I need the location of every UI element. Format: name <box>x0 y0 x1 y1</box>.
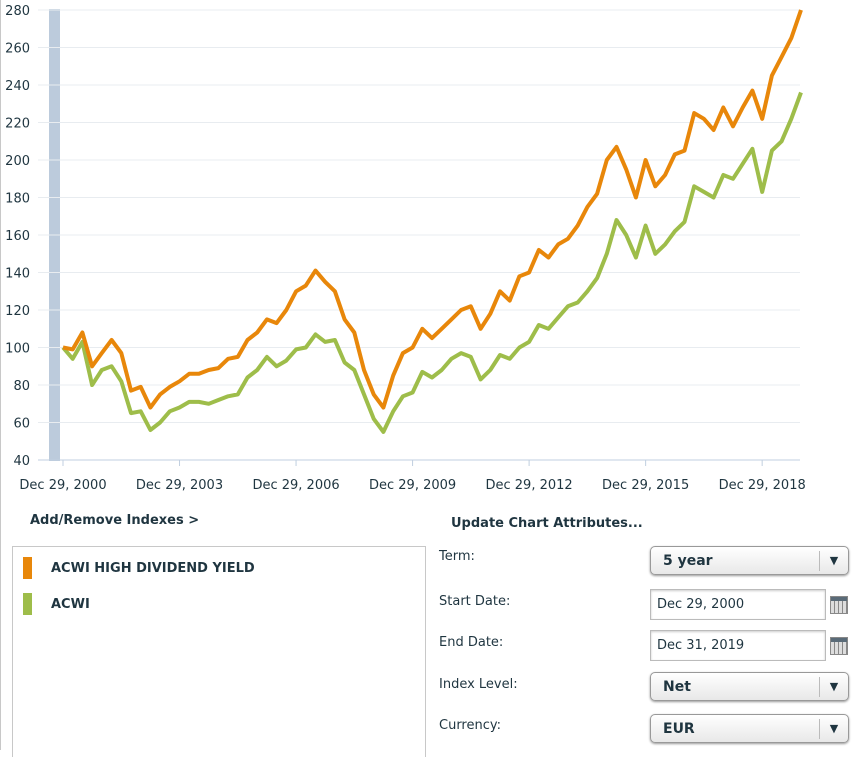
x-tick-label: Dec 29, 2006 <box>252 478 339 493</box>
y-tick-label: 240 <box>5 79 30 94</box>
index-level-value: Net <box>663 679 691 695</box>
x-tick-label: Dec 29, 2015 <box>602 478 689 493</box>
calendar-icon[interactable] <box>830 596 848 614</box>
term-label: Term: <box>439 549 475 564</box>
y-tick-label: 260 <box>5 42 30 57</box>
update-chart-title: Update Chart Attributes... <box>451 516 643 531</box>
start-date-label: Start Date: <box>439 594 511 609</box>
x-tick-label: Dec 29, 2018 <box>719 478 806 493</box>
y-tick-label: 140 <box>5 267 30 282</box>
index-level-select[interactable]: Net ▼ <box>650 672 849 701</box>
currency-label: Currency: <box>439 718 502 733</box>
dropdown-arrow-icon: ▼ <box>819 677 848 697</box>
line-chart: 40 60 80 100 120 140 160 180 200 220 240 260 280 Dec … <box>5 4 806 493</box>
term-select[interactable]: 5 year ▼ <box>650 546 849 575</box>
legend-label: ACWI HIGH DIVIDEND YIELD <box>51 560 255 576</box>
series-line-acwi <box>61 91 803 434</box>
y-tick-label: 120 <box>5 304 30 319</box>
y-tick-label: 180 <box>5 192 30 207</box>
start-date-input[interactable]: Dec 29, 2000 <box>650 589 826 620</box>
y-tick-label: 80 <box>13 379 30 394</box>
x-tick-label: Dec 29, 2012 <box>486 478 573 493</box>
dropdown-arrow-icon: ▼ <box>819 719 848 739</box>
y-tick-label: 200 <box>5 154 30 169</box>
currency-value: EUR <box>663 721 695 737</box>
x-tick-label: Dec 29, 2009 <box>369 478 456 493</box>
y-tick-label: 40 <box>13 454 30 469</box>
term-value: 5 year <box>663 553 713 569</box>
series-line-hdy <box>62 9 803 410</box>
end-date-label: End Date: <box>439 635 504 650</box>
end-date-input[interactable]: Dec 31, 2019 <box>650 630 826 661</box>
orange-swatch-icon <box>23 557 32 579</box>
y-tick-label: 100 <box>5 342 30 357</box>
legend-box: ACWI HIGH DIVIDEND YIELD ACWI <box>12 546 426 757</box>
y-tick-label: 220 <box>5 117 30 132</box>
legend-item-hdy[interactable]: ACWI HIGH DIVIDEND YIELD <box>23 557 255 579</box>
calendar-icon[interactable] <box>830 637 848 655</box>
x-tick-label: Dec 29, 2000 <box>19 478 106 493</box>
dropdown-arrow-icon: ▼ <box>819 551 848 571</box>
y-tick-label: 60 <box>13 417 30 432</box>
frame-border <box>0 0 1 750</box>
legend-item-acwi[interactable]: ACWI <box>23 593 90 615</box>
currency-select[interactable]: EUR ▼ <box>650 714 849 743</box>
y-tick-label: 160 <box>5 229 30 244</box>
legend-label: ACWI <box>51 596 90 612</box>
y-tick-label: 280 <box>5 4 30 19</box>
green-swatch-icon <box>23 593 32 615</box>
x-tick-label: Dec 29, 2003 <box>136 478 223 493</box>
add-remove-indexes-link[interactable]: Add/Remove Indexes > <box>30 513 200 528</box>
index-level-label: Index Level: <box>439 677 518 692</box>
